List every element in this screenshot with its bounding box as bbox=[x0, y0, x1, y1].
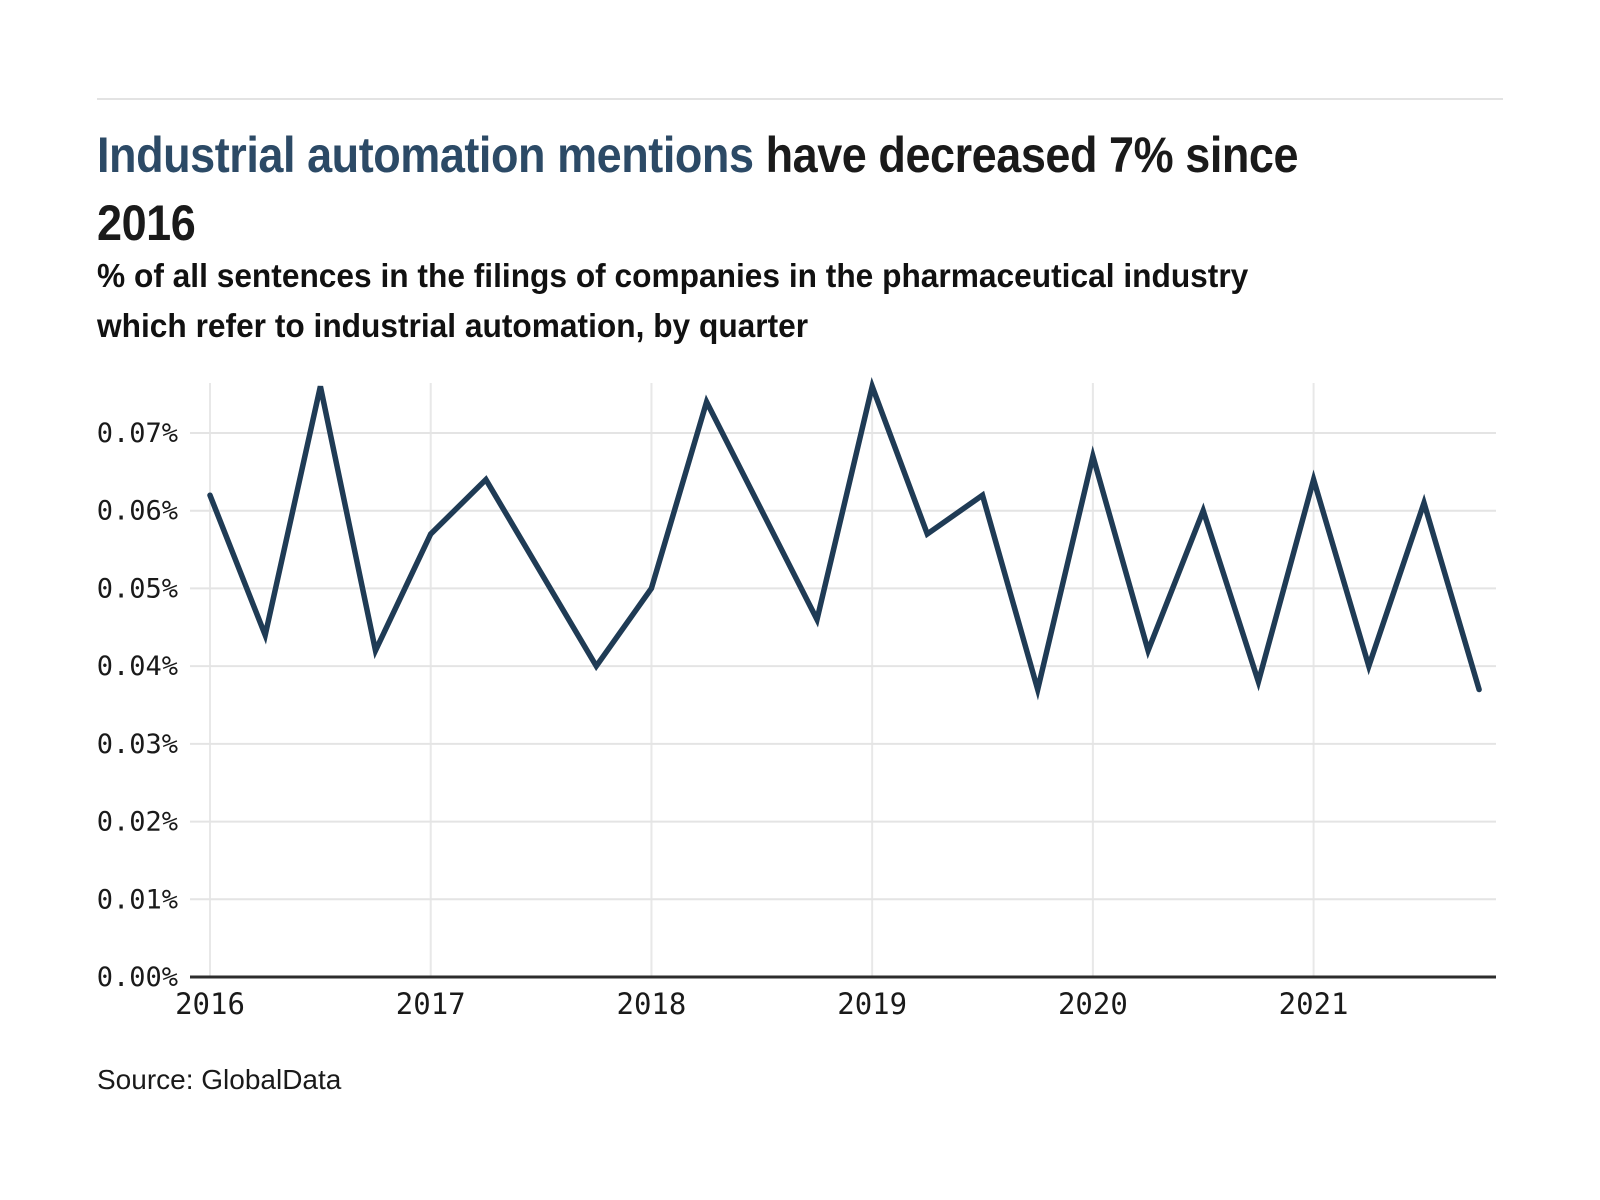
x-tick-label-2019: 2019 bbox=[837, 987, 907, 1021]
chart-subtitle-line1: % of all sentences in the filings of com… bbox=[97, 257, 1249, 294]
y-tick-label-0.00%: 0.00% bbox=[97, 962, 178, 993]
chart-title: Industrial automation mentions have decr… bbox=[97, 121, 1357, 257]
source-attribution: Source: GlobalData bbox=[97, 1064, 342, 1095]
x-tick-label-2021: 2021 bbox=[1279, 987, 1349, 1021]
chart-title-accent: Industrial automation mentions bbox=[97, 127, 754, 183]
x-tick-label-2016: 2016 bbox=[175, 987, 245, 1021]
chart-title-line1: Industrial automation mentions have decr… bbox=[97, 121, 1357, 189]
x-tick-label-2018: 2018 bbox=[617, 987, 687, 1021]
chart-subtitle: % of all sentences in the filings of com… bbox=[97, 251, 1460, 351]
top-divider bbox=[97, 98, 1503, 100]
y-tick-label-0.03%: 0.03% bbox=[97, 729, 178, 760]
y-tick-label-0.07%: 0.07% bbox=[97, 418, 178, 449]
y-tick-label-0.02%: 0.02% bbox=[97, 807, 178, 838]
y-tick-label-0.04%: 0.04% bbox=[97, 651, 178, 682]
x-tick-label-2017: 2017 bbox=[396, 987, 466, 1021]
chart-title-rest: have decreased 7% since bbox=[753, 127, 1299, 183]
y-tick-label-0.01%: 0.01% bbox=[97, 884, 178, 915]
chart-subtitle-line2: which refer to industrial automation, by… bbox=[97, 307, 809, 344]
chart-title-line2: 2016 bbox=[97, 195, 196, 251]
y-tick-label-0.05%: 0.05% bbox=[97, 573, 178, 604]
y-tick-label-0.06%: 0.06% bbox=[97, 496, 178, 527]
x-tick-label-2020: 2020 bbox=[1058, 987, 1128, 1021]
data-line bbox=[207, 376, 1482, 701]
